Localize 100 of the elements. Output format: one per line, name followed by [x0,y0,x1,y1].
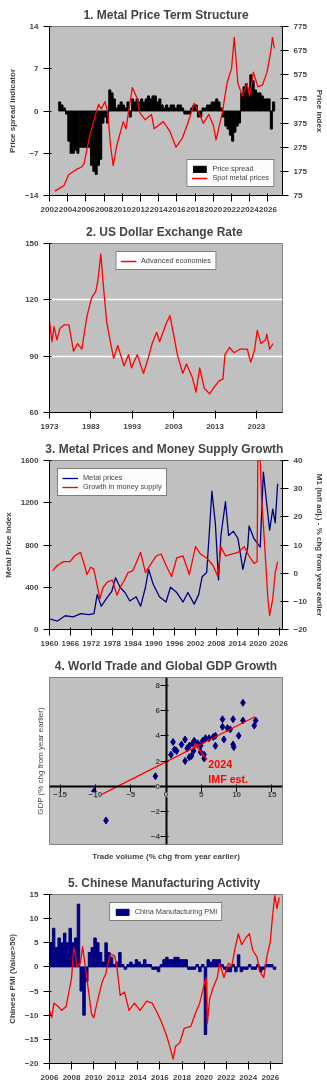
y-axis-title: Metal Price Index [3,511,13,578]
x-tick-label: 1960 [40,638,59,648]
x-tick-label: 2010 [84,1072,104,1082]
y-tick-label: 2 [155,756,161,766]
x-tick-label: 1966 [61,638,80,648]
y-tick-label: 5 [34,938,40,948]
x-tick-label: 2014 [149,204,169,214]
y-tick-label: 6 [155,705,161,715]
y-tick-label: −7 [29,148,40,158]
x-tick-label: 2023 [247,421,266,431]
chart-title: 3. Metal Prices and Money Supply Growth [45,441,284,456]
x-axis-title: Trade volume (% chg from year earlier) [92,851,241,861]
y-tick-label: 0 [34,625,40,634]
x-tick-label: 2020 [204,204,223,214]
chart-title: 5. Chinese Manufacturing Activity [67,875,261,890]
x-tick-label: 2006 [77,204,96,214]
y-tick-label: −20 [24,1059,40,1068]
y2-tick-label: 175 [293,166,308,176]
x-tick-label: 2022 [217,1072,236,1082]
y2-tick-label: 20 [293,512,303,522]
y-tick-label: 7 [34,64,40,74]
y2-tick-label: 0 [293,568,299,578]
y-tick-label: 120 [25,295,40,305]
x-tick-label: 2014 [228,638,247,648]
y2-tick-label: 275 [293,142,308,152]
x-tick-label: 2002 [40,204,59,214]
y2-tick-label: 75 [293,191,303,200]
y-tick-label: 0 [34,106,40,116]
y-tick-label: 0 [34,962,40,972]
x-tick-label: 2026 [259,204,278,214]
y2-tick-label: −20 [293,625,308,634]
y2-tick-label: 675 [293,46,308,56]
y-tick-label: 15 [29,890,40,899]
chart-title: 1. Metal Price Term Structure [83,7,249,22]
x-tick-label: 2008 [95,204,114,214]
x-tick-label: 2022 [222,204,241,214]
y2-tick-label: 10 [293,540,303,550]
x-tick-label: 2018 [173,1072,192,1082]
y-tick-label: 60 [29,408,40,417]
x-tick-label: 1978 [103,638,122,648]
x-tick-label: 1993 [123,421,142,431]
y2-tick-label: 775 [293,22,308,31]
y-tick-label: −4 [150,832,161,842]
y2-tick-label: 30 [293,484,303,494]
x-tick-label: 2004 [58,204,78,214]
y-tick-label: 10 [29,914,40,924]
x-tick-label: 1996 [165,638,185,648]
x-tick-label: 5 [199,790,205,800]
x-tick-label: 2016 [168,204,187,214]
x-tick-label: 2013 [206,421,225,431]
x-tick-label: 1983 [81,421,101,431]
x-tick-label: 15 [267,790,277,800]
x-tick-label: 2010 [113,204,132,214]
y-tick-label: 1600 [20,456,40,465]
x-tick-label: 1972 [82,638,101,648]
x-tick-label: 2026 [261,1072,280,1082]
y2-tick-label: 375 [293,118,308,128]
y2-axis-title: Price index [314,89,324,133]
y-tick-label: 8 [155,680,161,690]
y2-tick-label: −10 [293,596,308,606]
x-tick-label: 2016 [151,1072,170,1082]
y-tick-label: 150 [25,239,40,248]
y-tick-label: 400 [25,582,40,592]
x-tick-label: 1990 [144,638,164,648]
y-tick-label: 0 [155,781,161,791]
x-tick-label: 2018 [186,204,205,214]
x-tick-label: −15 [53,790,68,800]
x-tick-label: 1984 [124,638,143,648]
x-tick-label: 10 [232,790,242,800]
x-tick-label: 2012 [106,1072,126,1082]
y2-tick-label: 40 [293,456,303,465]
x-tick-label: 2020 [249,638,268,648]
x-tick-label: 2024 [239,1072,258,1082]
chart-title: 2. US Dollar Exchange Rate [85,224,244,239]
y-axis-title: GDP (% chg from year earlier) [35,707,45,815]
y-tick-label: 1200 [20,498,40,508]
chart-title: 4. World Trade and Global GDP Growth [54,658,278,673]
x-tick-label: 2026 [270,638,289,648]
x-tick-label: 2014 [128,1072,148,1082]
y-tick-label: 90 [29,351,40,361]
y-tick-label: −2 [150,807,161,817]
x-tick-label: 1973 [40,421,59,431]
y-tick-label: −10 [24,1010,40,1020]
y-axis-title: Chinese PMI (Value>50) [7,933,17,1024]
y-tick-label: 800 [25,540,40,550]
y-tick-label: −15 [24,1034,40,1044]
x-tick-label: 2003 [164,421,184,431]
x-tick-label: 2020 [195,1072,214,1082]
x-tick-label: −5 [126,790,136,800]
x-tick-label: 2006 [40,1072,59,1082]
y-tick-label: −14 [24,191,40,200]
y-tick-label: 14 [29,22,40,31]
y2-tick-label: 575 [293,70,308,80]
y-tick-label: −5 [29,986,40,996]
x-tick-label: −10 [88,790,103,800]
x-tick-label: 2008 [207,638,226,648]
y2-tick-label: 475 [293,94,308,104]
x-tick-label: 2012 [131,204,150,214]
x-tick-label: 0 [163,790,169,800]
x-tick-label: 2002 [186,638,206,648]
